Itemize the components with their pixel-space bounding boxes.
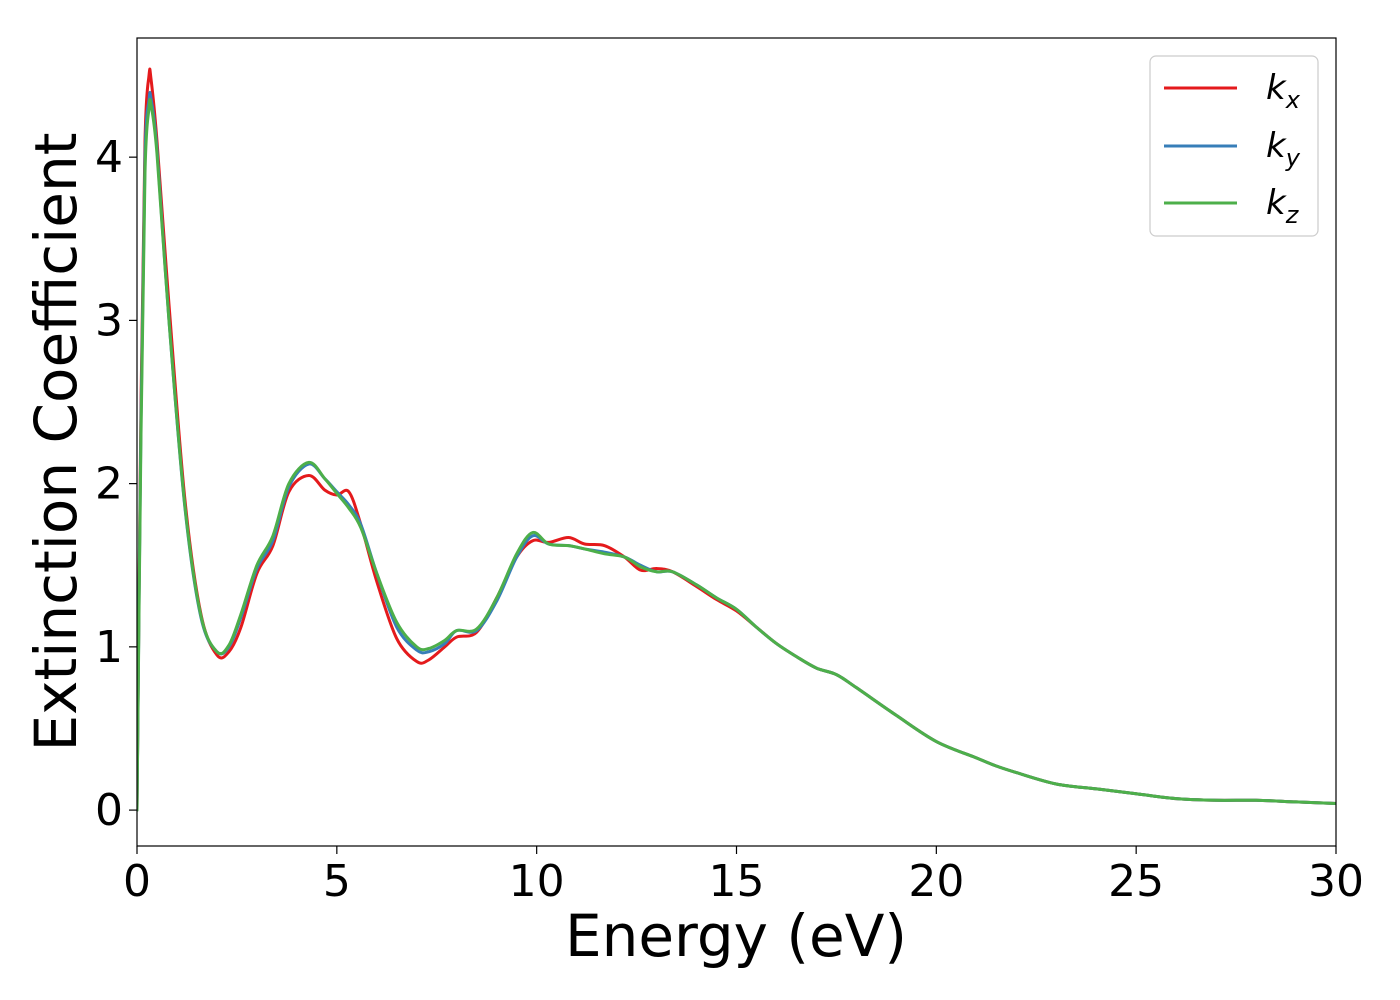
x-axis-label: Energy (eV) xyxy=(565,902,907,970)
x-tick-label: 30 xyxy=(1308,856,1364,907)
legend-label-z: kz xyxy=(1266,183,1300,229)
x-tick-label: 0 xyxy=(123,856,151,907)
legend-label-y: ky xyxy=(1266,126,1301,172)
x-tick-label: 15 xyxy=(709,856,765,907)
x-tick-label: 20 xyxy=(908,856,964,907)
y-tick-label: 1 xyxy=(95,622,123,673)
y-tick-label: 4 xyxy=(95,132,123,183)
y-axis-label: Extinction Coefficient xyxy=(22,133,90,752)
y-axis: 0 1 2 3 4 xyxy=(95,132,137,836)
y-tick-label: 0 xyxy=(95,785,123,836)
x-tick-label: 10 xyxy=(509,856,565,907)
plot-background xyxy=(137,38,1336,846)
series-layer xyxy=(137,67,1336,812)
legend: kx ky kz xyxy=(1149,55,1319,237)
x-axis: 0 5 10 15 20 25 30 xyxy=(123,846,1364,907)
y-tick-label: 3 xyxy=(95,295,123,346)
y-tick-label: 2 xyxy=(95,459,123,510)
series-line-z xyxy=(137,97,1336,812)
x-tick-label: 5 xyxy=(323,856,351,907)
legend-label-x: kx xyxy=(1266,68,1301,114)
x-tick-label: 25 xyxy=(1108,856,1164,907)
